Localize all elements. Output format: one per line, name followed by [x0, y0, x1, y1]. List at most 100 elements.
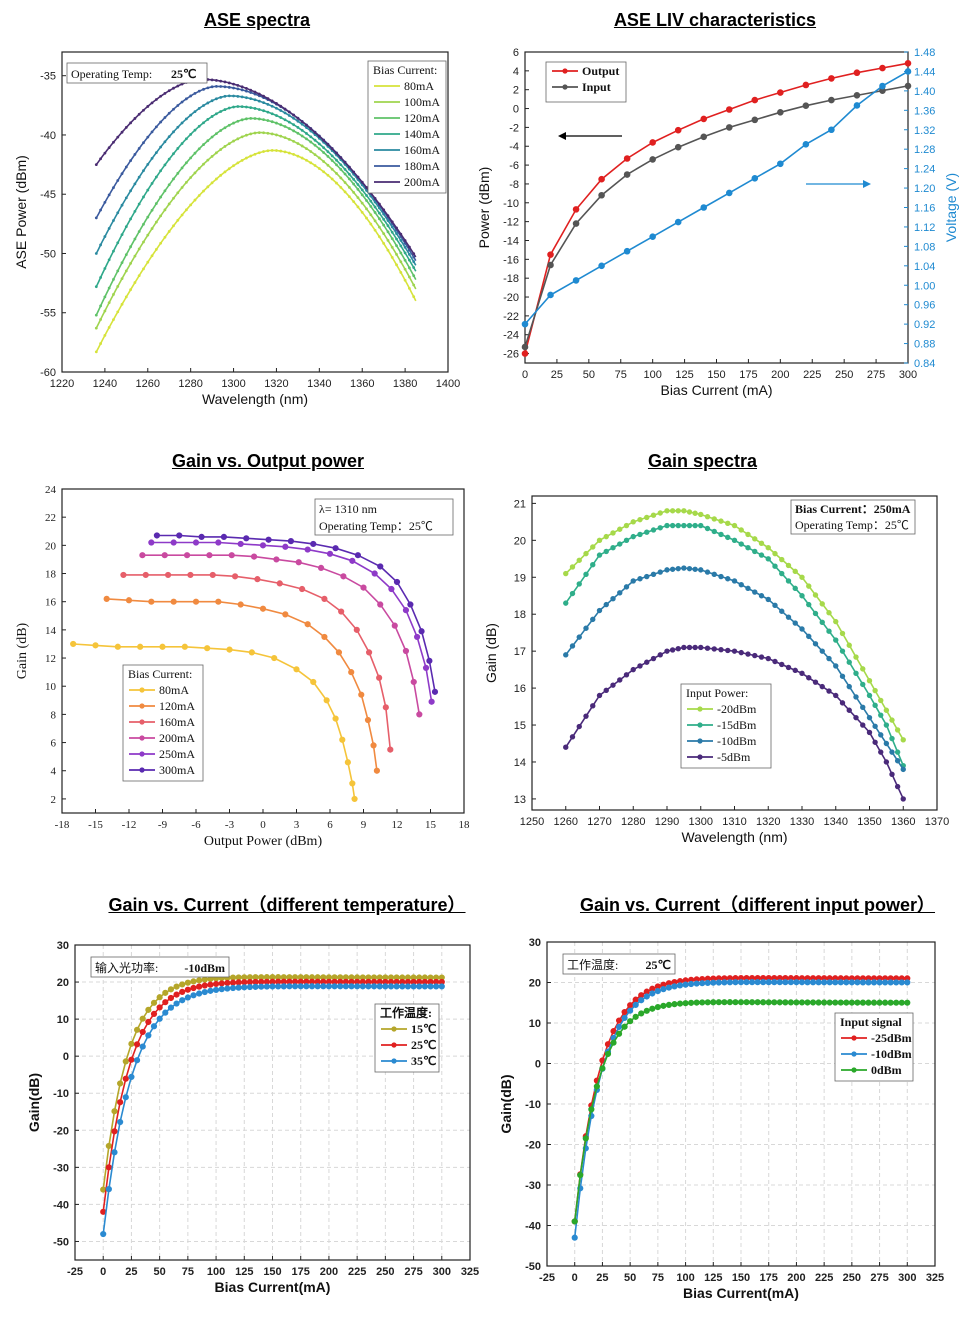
gs-point — [630, 533, 636, 540]
gop-point — [206, 552, 213, 559]
ase-point — [292, 153, 295, 156]
gs-point — [698, 567, 704, 573]
gcp-point — [832, 999, 839, 1006]
ase-point — [249, 116, 253, 120]
gop-ytick-label: 6 — [51, 738, 57, 750]
gs-point — [785, 562, 792, 569]
gs-point — [675, 522, 681, 529]
gs-point — [563, 744, 569, 750]
gct-ylabel: Gain(dB) — [26, 1073, 42, 1132]
gs-point — [731, 522, 738, 529]
ase-legend-item: 80mA — [404, 79, 434, 93]
gop-point — [351, 795, 358, 803]
ase-point — [184, 181, 188, 184]
ase-point — [107, 286, 111, 290]
gcp-point — [754, 999, 761, 1006]
gs-point — [894, 749, 901, 755]
gct-point — [162, 1009, 169, 1016]
gcp-point — [815, 999, 822, 1006]
gs-point — [819, 683, 825, 690]
ase-point — [124, 196, 128, 200]
gct-point — [100, 1230, 107, 1238]
gs-point — [569, 564, 576, 570]
liv-ytick-right-label: 1.40 — [914, 86, 935, 98]
gcp-point — [737, 999, 745, 1006]
ase-point — [279, 123, 283, 127]
ase-point — [133, 117, 137, 120]
gs-point — [637, 576, 643, 582]
gcp-point — [699, 980, 706, 987]
gcp-point — [760, 999, 767, 1006]
gcp-point — [870, 999, 878, 1006]
gs-xtick-label: 1270 — [587, 816, 611, 828]
gct-legend-marker — [391, 1058, 397, 1064]
gop-point — [414, 633, 421, 641]
ase-point — [287, 120, 291, 124]
ase-ylabel: ASE Power (dBm) — [13, 155, 29, 269]
ase-point — [133, 237, 137, 241]
ase-point — [270, 112, 274, 116]
ase-xtick-label: 1280 — [178, 378, 202, 390]
ase-point — [142, 240, 145, 244]
ase-point — [322, 138, 326, 142]
gop-point — [340, 573, 347, 580]
gs-point — [623, 522, 630, 529]
ase-point — [236, 83, 240, 87]
ase-point — [163, 116, 167, 119]
gct-point — [122, 1058, 129, 1065]
ase-point — [103, 200, 107, 204]
gop-point — [377, 601, 384, 608]
ase-point — [245, 105, 248, 109]
gop-point — [348, 669, 355, 676]
gcp-point — [599, 1065, 606, 1072]
gcp-point — [726, 999, 734, 1006]
gs-point — [637, 663, 643, 669]
ase-point — [408, 266, 411, 270]
gop-series-300mA — [156, 534, 436, 693]
ase-point — [159, 195, 163, 199]
gct-point — [399, 983, 406, 990]
gs-point — [669, 508, 676, 514]
gs-point — [698, 644, 704, 651]
ase-ytick-label: -55 — [40, 308, 56, 320]
gop-point — [354, 552, 362, 559]
gct-point — [207, 987, 214, 994]
ase-point — [146, 233, 150, 237]
liv-ytick-right-label: 1.04 — [914, 261, 935, 273]
ase-point — [317, 142, 321, 146]
gcp-point — [893, 979, 900, 986]
gop-point — [382, 704, 389, 711]
liv-ytick-right-label: 1.00 — [914, 280, 935, 292]
ase-point — [262, 94, 265, 98]
gcp-point — [748, 999, 756, 1006]
ase-point — [403, 251, 407, 255]
gct-ytick-label: 20 — [57, 977, 69, 989]
gcp-xtick-label: 200 — [787, 1272, 805, 1284]
gs-point — [772, 563, 778, 569]
liv-ytick-label: -8 — [509, 179, 519, 191]
liv-ytick-label: -14 — [503, 235, 519, 247]
gcp-ylabel: Gain(dB) — [498, 1074, 514, 1133]
gcp-point — [882, 999, 889, 1006]
ase-point — [296, 126, 300, 129]
gct-point — [241, 979, 248, 986]
ase-point — [215, 97, 218, 101]
ase-point — [193, 128, 197, 132]
ase-point — [270, 148, 274, 152]
ase-point — [167, 202, 171, 206]
ase-point — [180, 100, 184, 104]
ase-point — [193, 110, 197, 114]
gcp-point — [715, 999, 722, 1006]
gs-point — [894, 758, 901, 764]
gs-point — [866, 729, 873, 736]
ase-point — [313, 138, 317, 142]
gs-point — [617, 677, 623, 683]
gct-xtick-label: 0 — [100, 1266, 106, 1278]
ase-point — [296, 142, 300, 145]
gop-point — [103, 595, 110, 602]
gop-point — [187, 571, 194, 579]
gop-point — [370, 742, 377, 749]
liv-series-Voltage — [524, 70, 909, 325]
gs-point — [872, 702, 878, 709]
gs-point — [669, 522, 676, 529]
